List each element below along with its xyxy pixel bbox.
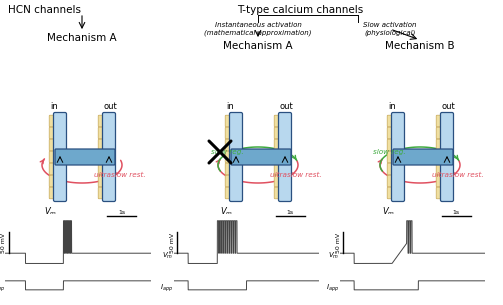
Text: in: in [226, 102, 234, 111]
FancyBboxPatch shape [225, 187, 240, 199]
Text: HCN channels: HCN channels [8, 5, 81, 15]
FancyBboxPatch shape [436, 115, 451, 127]
FancyBboxPatch shape [53, 113, 66, 202]
FancyBboxPatch shape [49, 151, 64, 163]
Text: 50 mV: 50 mV [336, 232, 341, 253]
FancyBboxPatch shape [225, 115, 240, 127]
FancyBboxPatch shape [387, 175, 402, 187]
Text: out: out [279, 102, 293, 111]
FancyBboxPatch shape [229, 113, 242, 202]
FancyBboxPatch shape [274, 187, 289, 199]
FancyBboxPatch shape [225, 163, 240, 175]
Text: $I_{app}$: $I_{app}$ [160, 282, 174, 294]
Text: $V_m$: $V_m$ [162, 251, 174, 261]
FancyBboxPatch shape [98, 115, 113, 127]
Text: in: in [50, 102, 58, 111]
Text: slow reg.: slow reg. [373, 149, 406, 155]
FancyBboxPatch shape [98, 163, 113, 175]
FancyBboxPatch shape [98, 187, 113, 199]
Text: 1s: 1s [287, 210, 294, 215]
FancyBboxPatch shape [387, 127, 402, 139]
Text: 50 mV: 50 mV [170, 232, 175, 253]
FancyBboxPatch shape [98, 151, 113, 163]
Text: slow reg.: slow reg. [211, 149, 244, 155]
Text: Mechanism A: Mechanism A [223, 41, 293, 51]
FancyBboxPatch shape [387, 163, 402, 175]
FancyBboxPatch shape [274, 115, 289, 127]
Text: out: out [103, 102, 117, 111]
FancyBboxPatch shape [231, 149, 291, 165]
Text: $V_m$: $V_m$ [382, 206, 395, 218]
Text: $I_{app}$: $I_{app}$ [326, 282, 340, 294]
Text: $V_m$: $V_m$ [220, 206, 233, 218]
FancyBboxPatch shape [49, 139, 64, 151]
FancyBboxPatch shape [49, 115, 64, 127]
FancyBboxPatch shape [387, 187, 402, 199]
FancyBboxPatch shape [225, 151, 240, 163]
FancyBboxPatch shape [387, 115, 402, 127]
FancyBboxPatch shape [55, 149, 115, 165]
FancyBboxPatch shape [274, 163, 289, 175]
FancyBboxPatch shape [49, 175, 64, 187]
Text: ultraslow rest.: ultraslow rest. [432, 172, 483, 178]
FancyBboxPatch shape [441, 113, 454, 202]
Text: 50 mV: 50 mV [2, 232, 7, 253]
FancyBboxPatch shape [387, 139, 402, 151]
FancyBboxPatch shape [49, 127, 64, 139]
Text: 1s: 1s [453, 210, 460, 215]
Text: Instantaneous activation
(mathematical approximation): Instantaneous activation (mathematical a… [204, 22, 312, 36]
FancyBboxPatch shape [49, 163, 64, 175]
Text: $I_{app}$: $I_{app}$ [0, 282, 5, 294]
FancyBboxPatch shape [436, 163, 451, 175]
Text: out: out [441, 102, 455, 111]
FancyBboxPatch shape [274, 127, 289, 139]
FancyBboxPatch shape [98, 127, 113, 139]
FancyBboxPatch shape [98, 175, 113, 187]
Text: 1s: 1s [118, 210, 125, 215]
FancyBboxPatch shape [279, 113, 292, 202]
FancyBboxPatch shape [391, 113, 404, 202]
FancyBboxPatch shape [274, 151, 289, 163]
FancyBboxPatch shape [98, 139, 113, 151]
FancyBboxPatch shape [274, 139, 289, 151]
FancyBboxPatch shape [436, 151, 451, 163]
Text: Mechanism B: Mechanism B [385, 41, 455, 51]
FancyBboxPatch shape [436, 139, 451, 151]
FancyBboxPatch shape [436, 175, 451, 187]
FancyBboxPatch shape [393, 149, 453, 165]
Text: ultraslow rest.: ultraslow rest. [94, 172, 146, 178]
FancyBboxPatch shape [436, 187, 451, 199]
FancyBboxPatch shape [274, 175, 289, 187]
Text: T-type calcium channels: T-type calcium channels [237, 5, 363, 15]
Text: Slow activation
(physiological): Slow activation (physiological) [363, 22, 417, 35]
FancyBboxPatch shape [436, 127, 451, 139]
Text: $V_m$: $V_m$ [0, 248, 1, 258]
Text: in: in [388, 102, 396, 111]
Text: ultraslow rest.: ultraslow rest. [270, 172, 321, 178]
Text: Mechanism A: Mechanism A [47, 33, 117, 43]
FancyBboxPatch shape [225, 139, 240, 151]
FancyBboxPatch shape [225, 127, 240, 139]
Text: $V_m$: $V_m$ [328, 251, 340, 261]
FancyBboxPatch shape [387, 151, 402, 163]
FancyBboxPatch shape [103, 113, 116, 202]
FancyBboxPatch shape [49, 187, 64, 199]
Text: $V_m$: $V_m$ [44, 206, 57, 218]
FancyBboxPatch shape [225, 175, 240, 187]
